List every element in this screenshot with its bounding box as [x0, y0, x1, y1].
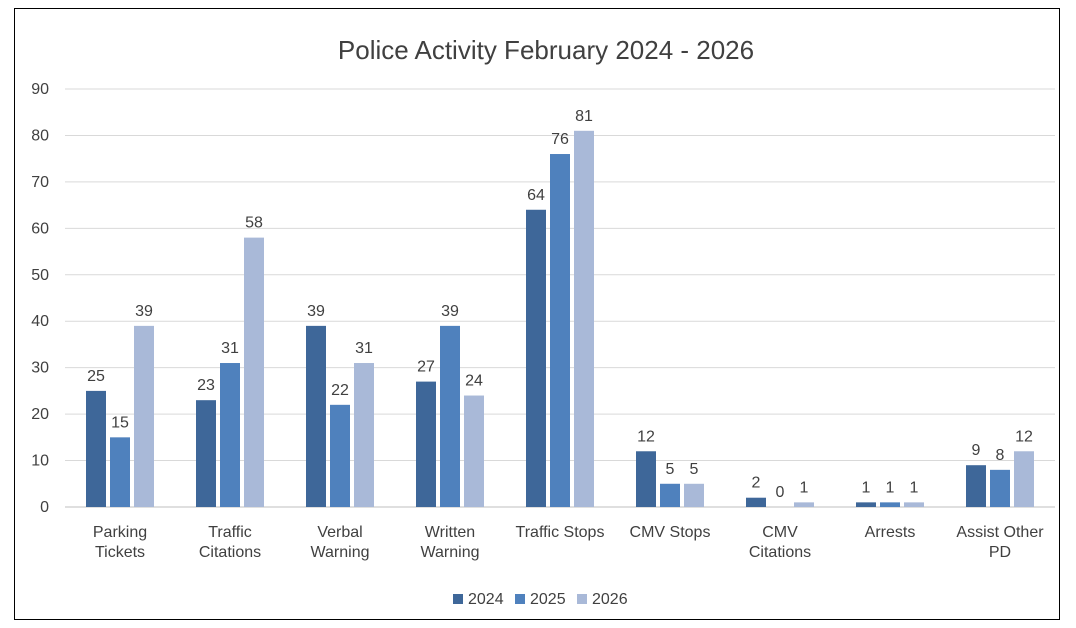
x-axis-categories: Parking Tickets Traffic Citations Verbal Warn… [93, 524, 1044, 561]
bar-2026 [684, 483, 704, 507]
bar-2024 [416, 381, 436, 507]
legend-swatch-2024 [453, 594, 463, 604]
data-label: 39 [441, 303, 459, 320]
data-label: 1 [800, 479, 809, 496]
data-label: 0 [776, 484, 785, 501]
data-label: 9 [972, 442, 981, 459]
bar-2025 [660, 483, 680, 507]
bar-2024 [636, 451, 656, 507]
bar-2026 [1014, 451, 1034, 507]
category-label: CMV Stops [630, 524, 711, 541]
bars [86, 130, 1034, 508]
bar-2025 [550, 154, 570, 507]
bar-2026 [794, 502, 814, 507]
bar-2024 [86, 390, 106, 507]
data-label: 8 [996, 447, 1005, 464]
category-label: Arrests [865, 524, 916, 541]
data-label: 39 [307, 303, 325, 320]
legend-label-2025: 2025 [530, 591, 566, 608]
chart-svg: Police Activity February 2024 - 2026 010… [31, 35, 1055, 608]
data-label: 12 [1015, 428, 1033, 445]
y-axis: 0 10 20 30 40 50 60 70 80 90 [31, 81, 49, 516]
bar-2024 [966, 465, 986, 507]
data-label: 1 [886, 479, 895, 496]
bar-2026 [464, 395, 484, 507]
data-label: 81 [575, 108, 593, 125]
legend-label-2026: 2026 [592, 591, 628, 608]
bar-2025 [110, 437, 130, 507]
data-label: 12 [637, 428, 655, 445]
bar-2024 [856, 502, 876, 507]
data-label: 15 [111, 414, 129, 431]
bar-2024 [196, 400, 216, 507]
category-label: Written Warning [421, 524, 480, 561]
bar-2026 [904, 502, 924, 507]
category-label: Assist Other PD [956, 524, 1044, 561]
bar-2024 [526, 209, 546, 507]
y-tick-label: 80 [31, 127, 49, 144]
chart-title: Police Activity February 2024 - 2026 [338, 35, 754, 65]
bar-2024 [746, 497, 766, 507]
bar-2025 [880, 502, 900, 507]
data-label: 22 [331, 382, 349, 399]
legend: 2024 2025 2026 [453, 591, 628, 608]
y-tick-label: 60 [31, 220, 49, 237]
data-label: 23 [197, 377, 215, 394]
data-label: 2 [752, 475, 761, 492]
category-label: Traffic Stops [516, 524, 605, 541]
bar-2026 [244, 237, 264, 507]
data-label: 5 [690, 461, 699, 478]
bar-2026 [574, 130, 594, 508]
legend-swatch-2025 [515, 594, 525, 604]
data-label: 39 [135, 303, 153, 320]
data-label: 5 [666, 461, 675, 478]
y-tick-label: 40 [31, 313, 49, 330]
legend-label-2024: 2024 [468, 591, 504, 608]
data-label: 1 [910, 479, 919, 496]
data-label: 58 [245, 215, 263, 232]
chart-frame: Police Activity February 2024 - 2026 0 10… [14, 8, 1060, 620]
data-label: 31 [221, 340, 239, 357]
data-label: 64 [527, 187, 545, 204]
category-label: Verbal Warning [311, 524, 370, 561]
bar-2026 [134, 325, 154, 507]
y-tick-label: 90 [31, 81, 49, 98]
data-label: 31 [355, 340, 373, 357]
data-label: 24 [465, 373, 483, 390]
y-tick-label: 0 [40, 499, 49, 516]
data-label: 27 [417, 359, 435, 376]
y-tick-label: 10 [31, 453, 49, 470]
category-label: CMV Citations [749, 524, 811, 561]
y-tick-label: 70 [31, 174, 49, 191]
y-tick-label: 30 [31, 360, 49, 377]
bar-2024 [306, 325, 326, 507]
category-label: Parking Tickets [93, 524, 147, 561]
bar-2025 [330, 404, 350, 507]
data-label: 25 [87, 368, 105, 385]
category-label: Traffic Citations [199, 524, 261, 561]
bar-2025 [990, 469, 1010, 507]
bar-2026 [354, 363, 374, 507]
data-label: 76 [551, 131, 569, 148]
data-label: 1 [862, 479, 871, 496]
legend-swatch-2026 [577, 594, 587, 604]
bar-2025 [440, 325, 460, 507]
y-tick-label: 20 [31, 406, 49, 423]
bar-2025 [220, 363, 240, 507]
y-tick-label: 50 [31, 267, 49, 284]
